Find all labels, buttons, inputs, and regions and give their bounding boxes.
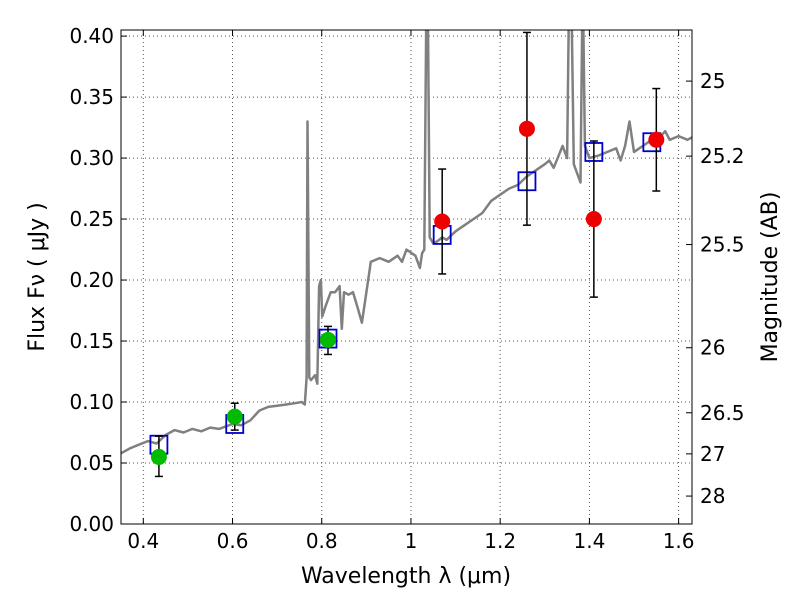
axis-ticks: 0.4 0.6 0.8 1 1.2 1.4 1.6 0.00 0.05 0.10 0.15 0.20 0…: [69, 24, 744, 553]
y-tick-label: 0.30: [69, 146, 114, 170]
photometry-point: [518, 120, 535, 137]
x-tick-label: 1.4: [573, 529, 605, 553]
y-tick-label: 0.00: [69, 512, 114, 536]
x-tick-label: 0.6: [217, 529, 249, 553]
plot-frame: [120, 29, 693, 525]
y-tick-label: 0.40: [69, 24, 114, 48]
mag-tick-label: 26.5: [700, 401, 745, 425]
mag-tick-label: 27: [700, 442, 725, 466]
photometry-point: [434, 213, 451, 230]
x-axis-label: Wavelength λ (μm): [301, 564, 511, 589]
y-tick-label: 0.25: [69, 207, 114, 231]
mag-tick-label: 25.2: [700, 144, 745, 168]
x-tick-label: 0.8: [306, 529, 338, 553]
photometry-point: [226, 408, 243, 425]
mag-tick-label: 25.5: [700, 233, 745, 257]
mag-tick-label: 28: [700, 484, 725, 508]
photometry-point: [648, 131, 665, 148]
y-tick-label: 0.20: [69, 268, 114, 292]
mag-tick-label: 26: [700, 336, 725, 360]
y2-axis-label: Magnitude (AB): [758, 192, 783, 363]
y-tick-label: 0.35: [69, 85, 114, 109]
photometry-point: [150, 448, 167, 465]
x-tick-label: 1.2: [484, 529, 516, 553]
y-tick-label: 0.10: [69, 390, 114, 414]
photometry-point: [319, 331, 336, 348]
plot-area: [121, 30, 692, 478]
x-tick-label: 1.6: [663, 529, 695, 553]
y-tick-label: 0.15: [69, 329, 114, 353]
x-tick-label: 0.4: [127, 529, 159, 553]
model-spectrum-line: [121, 30, 692, 455]
grid: [121, 30, 692, 525]
y-axis-label: Flux Fν ( μJy ): [25, 202, 50, 351]
mag-tick-label: 25: [700, 69, 725, 93]
photometry-point: [585, 211, 602, 228]
y-tick-label: 0.05: [69, 451, 114, 475]
x-tick-label: 1: [405, 529, 418, 553]
